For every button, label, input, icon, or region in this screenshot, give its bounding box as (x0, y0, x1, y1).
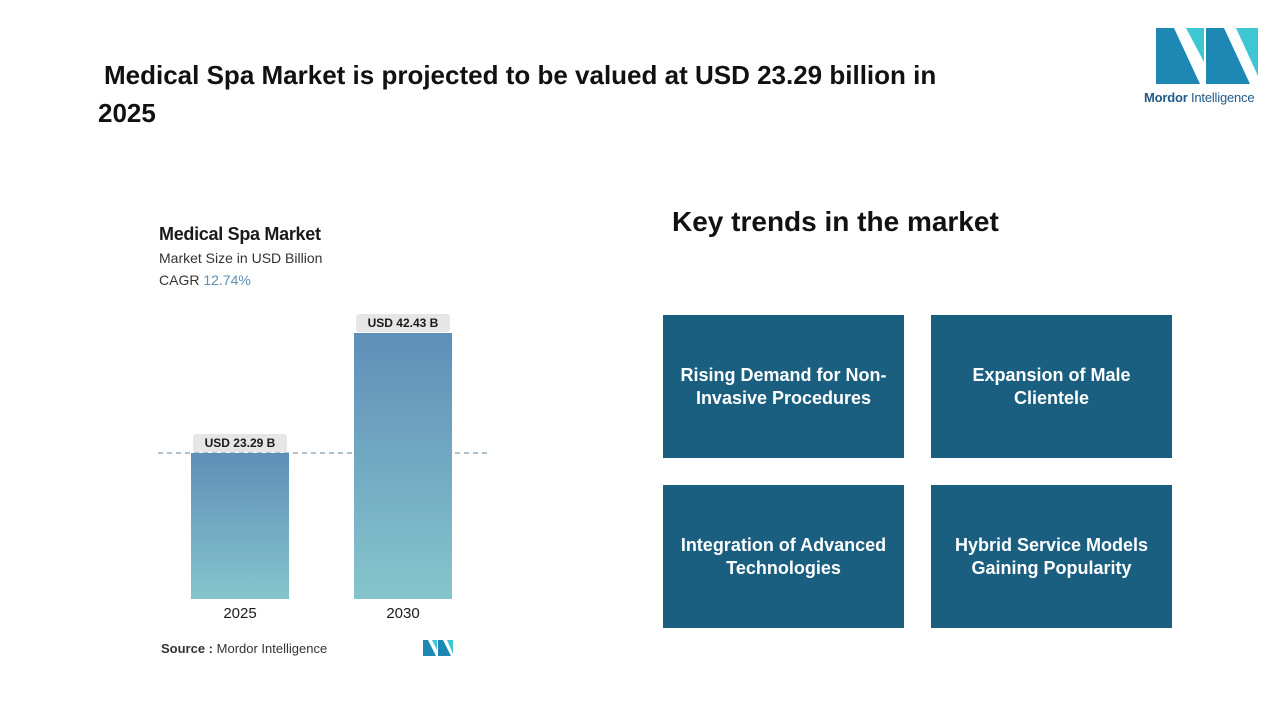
chart-subtitle: Market Size in USD Billion (159, 250, 323, 266)
bar-chart: USD 23.29 B 2025 USD 42.43 B 2030 (158, 314, 490, 622)
mordor-logo-icon (1156, 28, 1258, 84)
cagr-label: CAGR (159, 272, 200, 288)
cagr-line: CAGR 12.74% (159, 272, 251, 288)
x-tick-label-2030: 2030 (386, 605, 419, 622)
bar-2025 (191, 452, 289, 599)
trend-box-1: Rising Demand for Non-Invasive Procedure… (663, 315, 904, 458)
trend-box-4: Hybrid Service Models Gaining Popularity (931, 485, 1172, 628)
trend-box-2: Expansion of Male Clientele (931, 315, 1172, 458)
data-label-bg-2030 (356, 314, 450, 332)
cagr-value: 12.74% (203, 272, 251, 288)
source-label: Source : (161, 641, 214, 656)
page-headline: Medical Spa Market is projected to be va… (98, 56, 1058, 132)
x-tick-label-2025: 2025 (223, 605, 256, 622)
chart-source: Source : Mordor Intelligence (161, 641, 327, 656)
mordor-logo: Mordor Intelligence (1140, 28, 1274, 110)
data-label-2025: USD 23.29 B (205, 436, 276, 450)
mordor-logo-text: Mordor Intelligence (1144, 90, 1255, 105)
data-label-bg-2025 (193, 433, 287, 452)
source-value: Mordor Intelligence (216, 641, 328, 656)
data-label-2030: USD 42.43 B (368, 316, 439, 330)
trends-title: Key trends in the market (672, 206, 999, 237)
chart-title: Medical Spa Market (159, 224, 321, 244)
bar-2030 (354, 333, 452, 599)
headline-line-2: 2025 (98, 98, 156, 128)
headline-line-1: Medical Spa Market is projected to be va… (104, 60, 937, 90)
trend-box-3: Integration of Advanced Technologies (663, 485, 904, 628)
mini-logo-icon (423, 640, 453, 656)
